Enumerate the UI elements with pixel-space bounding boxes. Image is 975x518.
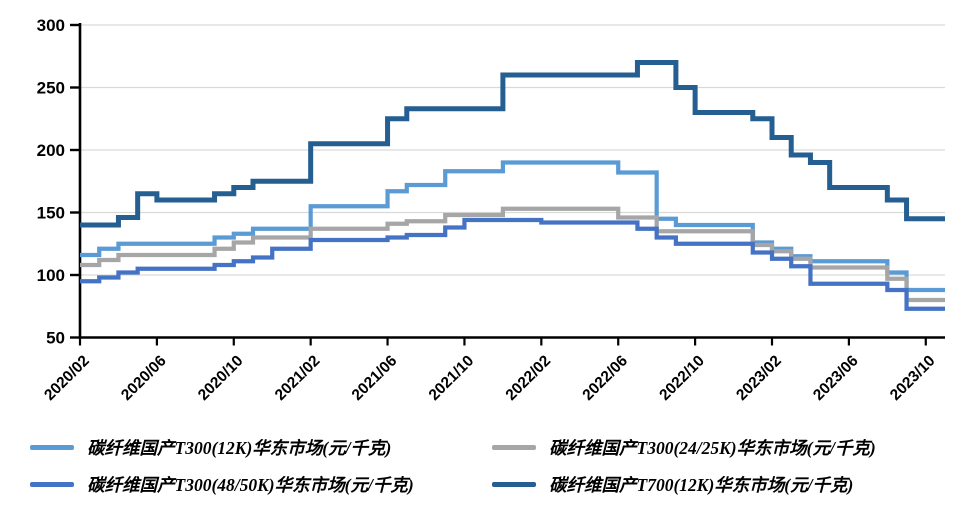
x-axis-label-2022-10: 2022/10 xyxy=(656,352,708,404)
x-axis-label-2023-06: 2023/06 xyxy=(810,352,862,404)
legend-line-swatch-t300-24-25k xyxy=(492,444,536,450)
legend-label-t700-12k: 碳纤维国产T700(12K)华东市场(元/千克) xyxy=(549,474,854,495)
chart-legend: 碳纤维国产T300(12K)华东市场(元/千克) 碳纤维国产T300(24/25… xyxy=(30,434,965,497)
legend-line-swatch-t300-12k xyxy=(30,444,74,450)
legend-item-t300-48-50k: 碳纤维国产T300(48/50K)华东市场(元/千克) xyxy=(30,471,492,497)
y-axis-label-300: 300 xyxy=(37,16,65,35)
legend-label-t300-48-50k: 碳纤维国产T300(48/50K)华东市场(元/千克) xyxy=(87,474,414,495)
y-axis-label-150: 150 xyxy=(37,204,65,223)
price-step-chart-svg: 300 250 200 150 100 50 2020/02 2020/06 2020/10 20… xyxy=(37,16,945,404)
y-axis-label-50: 50 xyxy=(46,329,65,348)
legend-label-t300-24-25k: 碳纤维国产T300(24/25K)华东市场(元/千克) xyxy=(549,437,876,458)
legend-item-t300-24-25k: 碳纤维国产T300(24/25K)华东市场(元/千克) xyxy=(492,434,965,460)
x-axis-label-2022-02: 2022/02 xyxy=(503,352,555,404)
y-axis-label-200: 200 xyxy=(37,141,65,160)
x-axis-label-2020-06: 2020/06 xyxy=(118,352,170,404)
legend-line-swatch-t700-12k xyxy=(492,481,536,487)
legend-label-t300-12k: 碳纤维国产T300(12K)华东市场(元/千克) xyxy=(87,437,392,458)
x-axis-label-2022-06: 2022/06 xyxy=(579,352,631,404)
x-axis-label-2021-10: 2021/10 xyxy=(426,352,478,404)
series-line-1 xyxy=(80,206,945,303)
x-axis-label-2021-06: 2021/06 xyxy=(349,352,401,404)
legend-line-swatch-t300-48-50k xyxy=(30,481,74,487)
y-axis-label-100: 100 xyxy=(37,266,65,285)
chart-area: 300 250 200 150 100 50 2020/02 2020/06 2020/10 20… xyxy=(37,16,945,404)
x-axis-label-2020-10: 2020/10 xyxy=(195,352,247,404)
series-line-0 xyxy=(80,160,945,293)
legend-item-t300-12k: 碳纤维国产T300(12K)华东市场(元/千克) xyxy=(30,434,492,460)
x-axis-label-2023-02: 2023/02 xyxy=(733,352,785,404)
series-line-3 xyxy=(80,60,945,228)
y-axis-label-250: 250 xyxy=(37,79,65,98)
legend-item-t700-12k: 碳纤维国产T700(12K)华东市场(元/千克) xyxy=(492,471,965,497)
x-axis-label-2021-02: 2021/02 xyxy=(272,352,324,404)
series-line-2 xyxy=(80,217,945,311)
x-axis-label-2020-02: 2020/02 xyxy=(41,352,93,404)
x-axis-label-2023-10: 2023/10 xyxy=(887,352,939,404)
